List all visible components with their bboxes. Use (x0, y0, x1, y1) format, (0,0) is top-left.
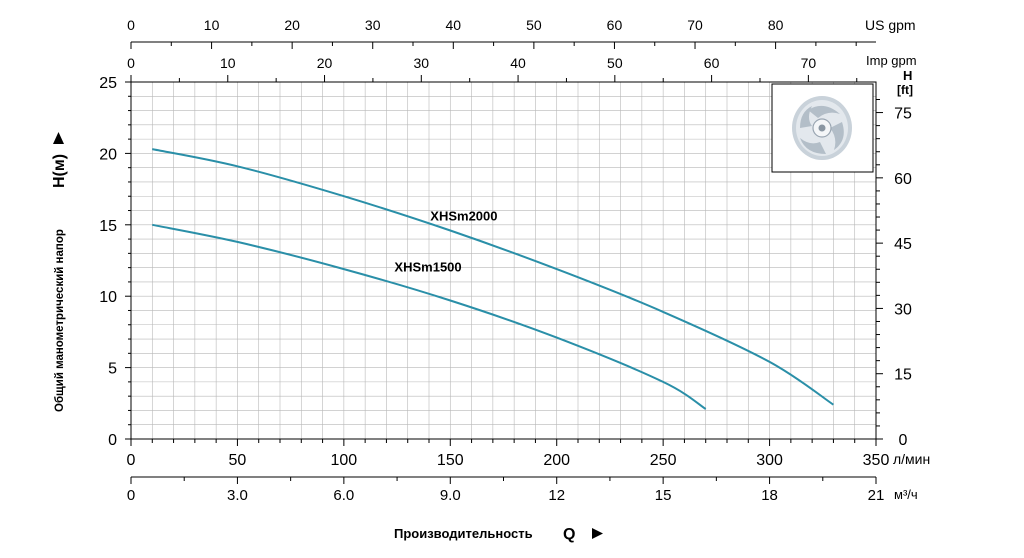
us-gpm-tick-label: 20 (284, 17, 300, 33)
series-line-xhsm1500 (152, 223, 707, 410)
x-tick-label: 250 (650, 452, 677, 469)
imp-gpm-tick-label: 40 (510, 55, 526, 71)
imp-gpm-tick-label: 60 (704, 55, 720, 71)
us-gpm-label: US gpm (865, 17, 916, 33)
imp-gpm-tick-label: 20 (317, 55, 333, 71)
impeller-image (771, 83, 874, 173)
series: XHSm2000 XHSm1500 (152, 148, 834, 410)
y-axis-title: Общий манометрический напор (54, 229, 66, 412)
m3h-tick-label: 12 (548, 487, 565, 504)
y-axis-arrow-icon (53, 132, 64, 144)
imp-gpm-tick-label: 30 (414, 55, 430, 71)
y-tick-label: 0 (108, 432, 117, 449)
plot-frame (130, 81, 877, 440)
m3h-tick-label: 6.0 (333, 487, 354, 504)
grid (130, 81, 877, 440)
ft-tick-label: 60 (894, 171, 912, 188)
us-gpm-tick-label: 60 (607, 17, 623, 33)
y-tick-label: 10 (99, 289, 117, 306)
ft-tick-label: 45 (894, 236, 912, 253)
m3h-tick-label: 3.0 (227, 487, 248, 504)
series-label-xhsm2000: XHSm2000 (430, 209, 497, 224)
y-axis-symbol: H(м) (51, 154, 68, 188)
us-gpm-tick-label: 0 (127, 17, 135, 33)
m3h-unit-label: м³/ч (894, 487, 918, 502)
m3h-tick-label: 0 (127, 487, 135, 504)
y-tick-label: 20 (99, 146, 117, 163)
x-tick-label: 350 (863, 452, 890, 469)
us-gpm-tick-label: 10 (204, 17, 220, 33)
imp-gpm-tick-label: 10 (220, 55, 236, 71)
x-axis-arrow-icon (592, 528, 603, 539)
y-tick-label: 5 (108, 361, 117, 378)
imp-gpm-tick-label: 50 (607, 55, 623, 71)
us-gpm-tick-label: 40 (446, 17, 462, 33)
imp-gpm-label: Imp gpm (866, 53, 917, 68)
m3h-tick-label: 9.0 (440, 487, 461, 504)
us-gpm-tick-label: 70 (687, 17, 703, 33)
ft-axis-label-top: H (903, 68, 912, 83)
imp-gpm-tick-label: 0 (127, 55, 135, 71)
y-tick-label: 25 (99, 75, 117, 92)
imp-gpm-tick-label: 70 (801, 55, 817, 71)
x-tick-label: 200 (543, 452, 570, 469)
x-tick-label: 50 (229, 452, 247, 469)
series-label-xhsm1500: XHSm1500 (394, 260, 461, 275)
us-gpm-tick-label: 30 (365, 17, 381, 33)
y-tick-label: 15 (99, 218, 117, 235)
x-tick-label: 150 (437, 452, 464, 469)
m3h-tick-label: 18 (761, 487, 778, 504)
x-axis-title: Производительность (394, 526, 533, 541)
m3h-tick-label: 15 (655, 487, 672, 504)
m3h-tick-label: 21 (868, 487, 885, 504)
x-tick-label: 100 (331, 452, 358, 469)
x-unit-label: л/мин (893, 451, 930, 467)
us-gpm-tick-label: 80 (768, 17, 784, 33)
series-line-xhsm2000 (152, 148, 834, 406)
ft-tick-label: 0 (899, 432, 908, 449)
us-gpm-tick-label: 50 (526, 17, 542, 33)
x-tick-label: 300 (756, 452, 783, 469)
ft-tick-label: 75 (894, 106, 912, 123)
ft-tick-label: 30 (894, 301, 912, 318)
x-tick-label: 0 (127, 452, 136, 469)
x-axis-symbol: Q (563, 526, 575, 543)
ft-axis-label: [ft] (897, 83, 913, 97)
ft-tick-label: 15 (894, 367, 912, 384)
